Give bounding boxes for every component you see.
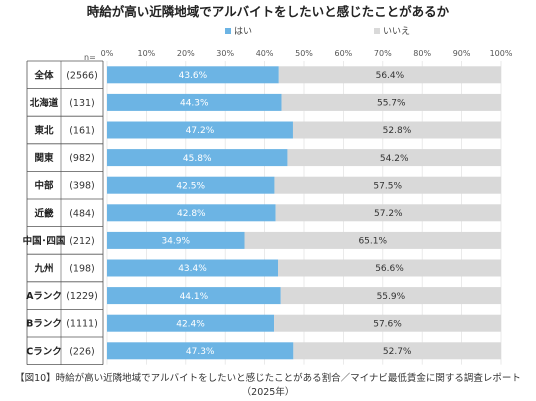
sample-size-label: (131) <box>69 98 95 109</box>
bar-yes <box>107 204 276 222</box>
value-label-no: 52.7% <box>383 347 412 357</box>
legend-swatch-yes <box>225 28 231 34</box>
caption-line-1: 【図10】時給が高い近隣地域でアルバイトをしたいと感じたことがある割合／マイナビ… <box>15 372 521 384</box>
category-label: Aランク <box>26 291 62 302</box>
category-label: 近畿 <box>34 207 54 219</box>
bar-yes <box>107 259 278 277</box>
value-label-no: 65.1% <box>358 237 387 247</box>
sample-size-label: (226) <box>69 346 95 357</box>
bar-no <box>280 287 501 305</box>
chart-title: 時給が高い近隣地域でアルバイトをしたいと感じたことがあるか <box>87 4 450 19</box>
category-label: 中国･四国 <box>23 235 66 247</box>
bar-yes <box>107 66 279 84</box>
value-label-yes: 43.4% <box>178 264 207 274</box>
sample-size-label: (212) <box>69 236 95 247</box>
value-label-yes: 44.3% <box>180 99 209 109</box>
value-label-yes: 43.6% <box>179 71 208 81</box>
bar-no <box>277 259 501 277</box>
x-tick-label: 100% <box>490 49 513 58</box>
sample-size-label: (198) <box>69 264 95 275</box>
sample-size-label: (2566) <box>66 70 98 81</box>
category-label: Cランク <box>26 346 61 357</box>
x-tick-label: 50% <box>295 49 313 58</box>
bar-yes <box>107 149 288 167</box>
value-label-yes: 45.8% <box>183 154 212 164</box>
bar-no <box>281 93 501 111</box>
x-tick-label: 70% <box>374 49 392 58</box>
value-label-yes: 42.5% <box>176 181 205 191</box>
caption-line-2: （2025年） <box>242 386 295 398</box>
bar-no <box>287 149 501 167</box>
value-label-no: 55.7% <box>377 99 406 109</box>
value-label-no: 52.8% <box>383 126 412 136</box>
x-tick-label: 80% <box>413 49 431 58</box>
x-tick-label: 20% <box>177 49 195 58</box>
category-label: 北海道 <box>30 97 59 109</box>
bar-yes <box>107 93 282 111</box>
bar-no <box>244 231 502 249</box>
legend-swatch-no <box>374 28 380 34</box>
n-header: n= <box>84 53 96 62</box>
bar-no <box>293 342 501 360</box>
category-label: Bランク <box>26 319 62 330</box>
value-label-yes: 44.1% <box>180 292 209 302</box>
x-tick-label: 40% <box>256 49 274 58</box>
x-tick-label: 0% <box>101 49 114 58</box>
value-label-no: 56.6% <box>375 264 404 274</box>
bar-yes <box>107 121 293 139</box>
value-label-yes: 47.2% <box>186 126 215 136</box>
x-tick-label: 60% <box>335 49 353 58</box>
value-label-yes: 42.4% <box>176 319 205 329</box>
bar-no <box>275 204 501 222</box>
sample-size-label: (484) <box>69 208 95 219</box>
value-label-no: 57.2% <box>374 209 403 219</box>
category-label: 全体 <box>33 69 54 81</box>
sample-size-label: (1229) <box>66 291 98 302</box>
row-frame <box>26 60 104 366</box>
category-label: 九州 <box>33 263 53 275</box>
value-label-yes: 47.3% <box>186 347 215 357</box>
x-tick-label: 90% <box>453 49 471 58</box>
x-tick-label: 10% <box>138 49 156 58</box>
row-labels: 全体 (2566) 北海道 (131) 東北 (161) 関東 (982) 中部 (398) 近畿 (… <box>23 69 98 357</box>
value-label-yes: 42.8% <box>177 209 206 219</box>
bar-no <box>274 176 501 194</box>
value-label-yes: 34.9% <box>161 237 190 247</box>
bar-no <box>274 314 501 332</box>
bars: 43.6% 56.4% 44.3% 55.7% 47.2% 52.8% 45.8% 54.2%… <box>107 66 502 360</box>
bar-no <box>278 66 501 84</box>
sample-size-label: (398) <box>69 181 95 192</box>
value-label-no: 57.5% <box>373 181 402 191</box>
bar-yes <box>107 287 281 305</box>
legend-label-yes: はい <box>234 26 252 37</box>
bar-yes <box>107 314 275 332</box>
legend: はい いいえ <box>225 26 410 37</box>
bar-yes <box>107 342 294 360</box>
category-label: 関東 <box>34 152 54 164</box>
sample-size-label: (1111) <box>66 319 98 330</box>
value-label-no: 56.4% <box>376 71 405 81</box>
legend-label-no: いいえ <box>383 26 410 37</box>
sample-size-label: (982) <box>69 153 95 164</box>
x-tick-label: 30% <box>216 49 234 58</box>
bar-yes <box>107 176 275 194</box>
value-label-no: 57.6% <box>373 319 402 329</box>
bar-no <box>292 121 501 139</box>
x-axis-ticks: 0% 10% 20% 30% 40% 50% 60% 70% 80% 90% 100% <box>101 49 513 58</box>
value-label-no: 55.9% <box>377 292 406 302</box>
value-label-no: 54.2% <box>380 154 409 164</box>
category-label: 中部 <box>34 180 54 192</box>
bar-yes <box>107 231 245 249</box>
category-label: 東北 <box>33 125 54 137</box>
sample-size-label: (161) <box>69 126 95 137</box>
